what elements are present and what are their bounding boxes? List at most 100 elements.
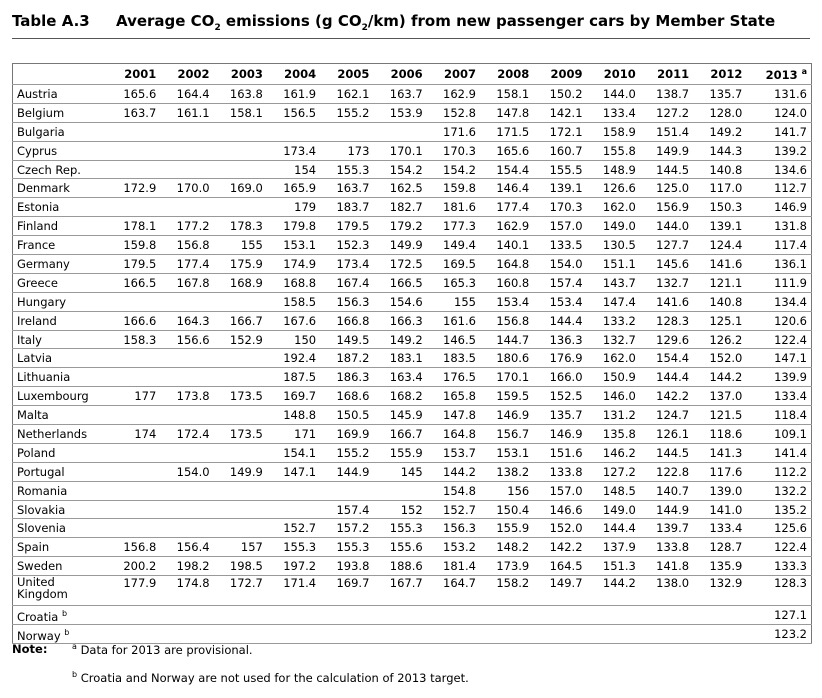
year: 2005 [337,67,370,81]
value-cell: 147.1 [746,348,812,369]
value-cell: 145.9 [373,405,427,426]
country-cell: Luxembourg [12,386,107,407]
value-cell: 144.9 [320,462,374,482]
value-cell: 175.9 [213,254,267,274]
value-cell: 121.5 [693,405,747,426]
country-cell: Latvia [12,348,107,369]
data-row: Slovenia 152.7 157.2 155.3 156.3 155.9 152.0 14… [12,518,812,539]
value-cell: 121.1 [693,273,747,293]
value-cell [639,624,694,644]
value-cell: 139.0 [693,481,747,501]
country-name: Ireland [17,313,57,328]
country-name: France [17,238,56,253]
year-header: 2013 a [746,63,812,85]
data-row: Malta 148.8 150.5 145.9 147.8 146.9 135.7 131.2… [12,405,812,426]
value-cell: 147.4 [586,292,640,312]
data-row: Germany 179.5 177.4 175.9 174.9 173.4 172.5 169… [12,254,812,274]
value-cell: 174.8 [160,575,214,607]
value-cell: 126.2 [693,330,747,350]
value-cell: 144.2 [693,367,747,388]
country-cell: Romania [12,481,107,501]
value-cell: 155.9 [373,443,427,463]
value-cell [160,443,214,463]
value-cell: 150.2 [533,84,587,104]
value-cell [160,500,214,520]
value-cell [586,624,640,644]
data-row: Ireland 166.6 164.3 166.7 167.6 166.8 166.3 161… [12,311,812,331]
value-cell: 112.7 [746,178,812,199]
footnote-mark: a [72,642,77,651]
value-cell: 132.2 [746,481,812,501]
value-cell: 144.4 [533,311,587,331]
value-cell: 164.3 [160,311,214,331]
value-cell: 174.9 [266,254,321,274]
data-row: Greece 166.5 167.8 168.9 168.8 167.4 166.5 165.… [12,273,812,293]
value-cell: 143.7 [586,273,640,293]
value-cell: 144.0 [639,216,694,237]
title: Table A.3 Average CO2 emissions (g CO2/km… [12,12,810,39]
data-row: Denmark 172.9 170.0 169.0 165.9 163.7 162.5 159… [12,178,812,199]
value-cell: 135.7 [533,405,587,426]
value-cell: 149.4 [426,235,480,256]
value-cell: 155.6 [373,537,427,558]
value-cell [373,624,427,644]
value-cell: 125.6 [746,518,812,539]
value-cell: 166.6 [107,311,161,331]
value-cell: 165.3 [426,273,480,293]
value-cell: 149.9 [213,462,267,482]
country-name: Austria [17,86,58,101]
value-cell [107,605,161,626]
value-cell: 165.9 [266,178,321,199]
country-name: Denmark [17,181,70,196]
value-cell: 155 [426,292,480,312]
value-cell: 162.0 [586,197,640,218]
value-cell: 156.3 [320,292,374,312]
country-cell: Slovenia [12,518,107,539]
year-header: 2004 [266,63,321,85]
value-cell: 166.0 [533,367,587,388]
value-cell: 141.4 [746,443,812,463]
value-cell: 147.8 [479,103,534,123]
value-cell: 133.8 [533,462,587,482]
value-cell: 154.2 [426,160,480,180]
value-cell: 166.8 [320,311,374,331]
value-cell: 187.2 [320,348,374,369]
note-body: Data for 2013 are provisional. [80,642,253,657]
value-cell: 109.1 [746,424,812,444]
data-row: Romania 154.8 156 157.0 148.5 140.7 139.0 132.2 [12,481,812,501]
data-row: Italy 158.3 156.6 152.9 150 149.5 149.2 146.5 14… [12,330,812,350]
value-cell: 170.0 [160,178,214,199]
note-key [12,670,72,698]
value-cell: 165.8 [426,386,480,407]
value-cell: 164.5 [533,556,587,577]
value-cell: 166.5 [373,273,427,293]
value-cell: 158.2 [479,575,534,607]
note-key: Note: [12,642,72,670]
country-cell: Austria [12,84,107,104]
value-cell [107,292,161,312]
value-cell: 128.0 [693,103,747,123]
value-cell [160,122,214,142]
value-cell: 173.9 [479,556,534,577]
value-cell: 155 [213,235,267,256]
value-cell: 131.6 [746,84,812,104]
value-cell: 159.5 [479,386,534,407]
value-cell: 168.9 [213,273,267,293]
note-body: Croatia and Norway are not used for the … [80,670,469,685]
value-cell: 161.1 [160,103,214,123]
value-cell: 170.3 [533,197,587,218]
value-cell: 146.9 [479,405,534,426]
value-cell: 155.8 [586,141,640,161]
value-cell: 132.9 [693,575,747,607]
value-cell: 130.5 [586,235,640,256]
value-cell: 149.7 [533,575,587,607]
value-cell: 120.6 [746,311,812,331]
value-cell: 150.3 [693,197,747,218]
value-cell: 169.7 [320,575,374,607]
value-cell [266,481,321,501]
value-cell [160,624,214,644]
country-cell: Czech Rep. [12,160,107,180]
value-cell: 162.0 [586,348,640,369]
value-cell [107,462,161,482]
